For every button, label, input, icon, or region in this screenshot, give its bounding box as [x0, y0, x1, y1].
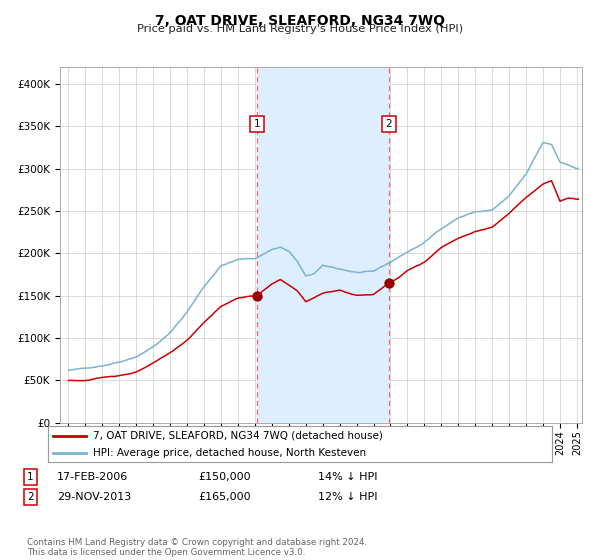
Text: £150,000: £150,000 [198, 472, 251, 482]
Text: Price paid vs. HM Land Registry's House Price Index (HPI): Price paid vs. HM Land Registry's House … [137, 24, 463, 34]
Text: 17-FEB-2006: 17-FEB-2006 [57, 472, 128, 482]
Text: Contains HM Land Registry data © Crown copyright and database right 2024.
This d: Contains HM Land Registry data © Crown c… [27, 538, 367, 557]
Text: 1: 1 [254, 119, 260, 129]
Point [253, 291, 262, 300]
Text: £165,000: £165,000 [198, 492, 251, 502]
Text: 2: 2 [27, 492, 34, 502]
Text: 29-NOV-2013: 29-NOV-2013 [57, 492, 131, 502]
Text: 12% ↓ HPI: 12% ↓ HPI [318, 492, 377, 502]
Text: HPI: Average price, detached house, North Kesteven: HPI: Average price, detached house, Nort… [94, 448, 367, 458]
Text: 2: 2 [386, 119, 392, 129]
Bar [257, 67, 389, 423]
Text: 7, OAT DRIVE, SLEAFORD, NG34 7WQ: 7, OAT DRIVE, SLEAFORD, NG34 7WQ [155, 14, 445, 28]
Text: 14% ↓ HPI: 14% ↓ HPI [318, 472, 377, 482]
Text: 7, OAT DRIVE, SLEAFORD, NG34 7WQ (detached house): 7, OAT DRIVE, SLEAFORD, NG34 7WQ (detach… [94, 431, 383, 441]
Text: 1: 1 [27, 472, 34, 482]
Point [384, 279, 394, 288]
